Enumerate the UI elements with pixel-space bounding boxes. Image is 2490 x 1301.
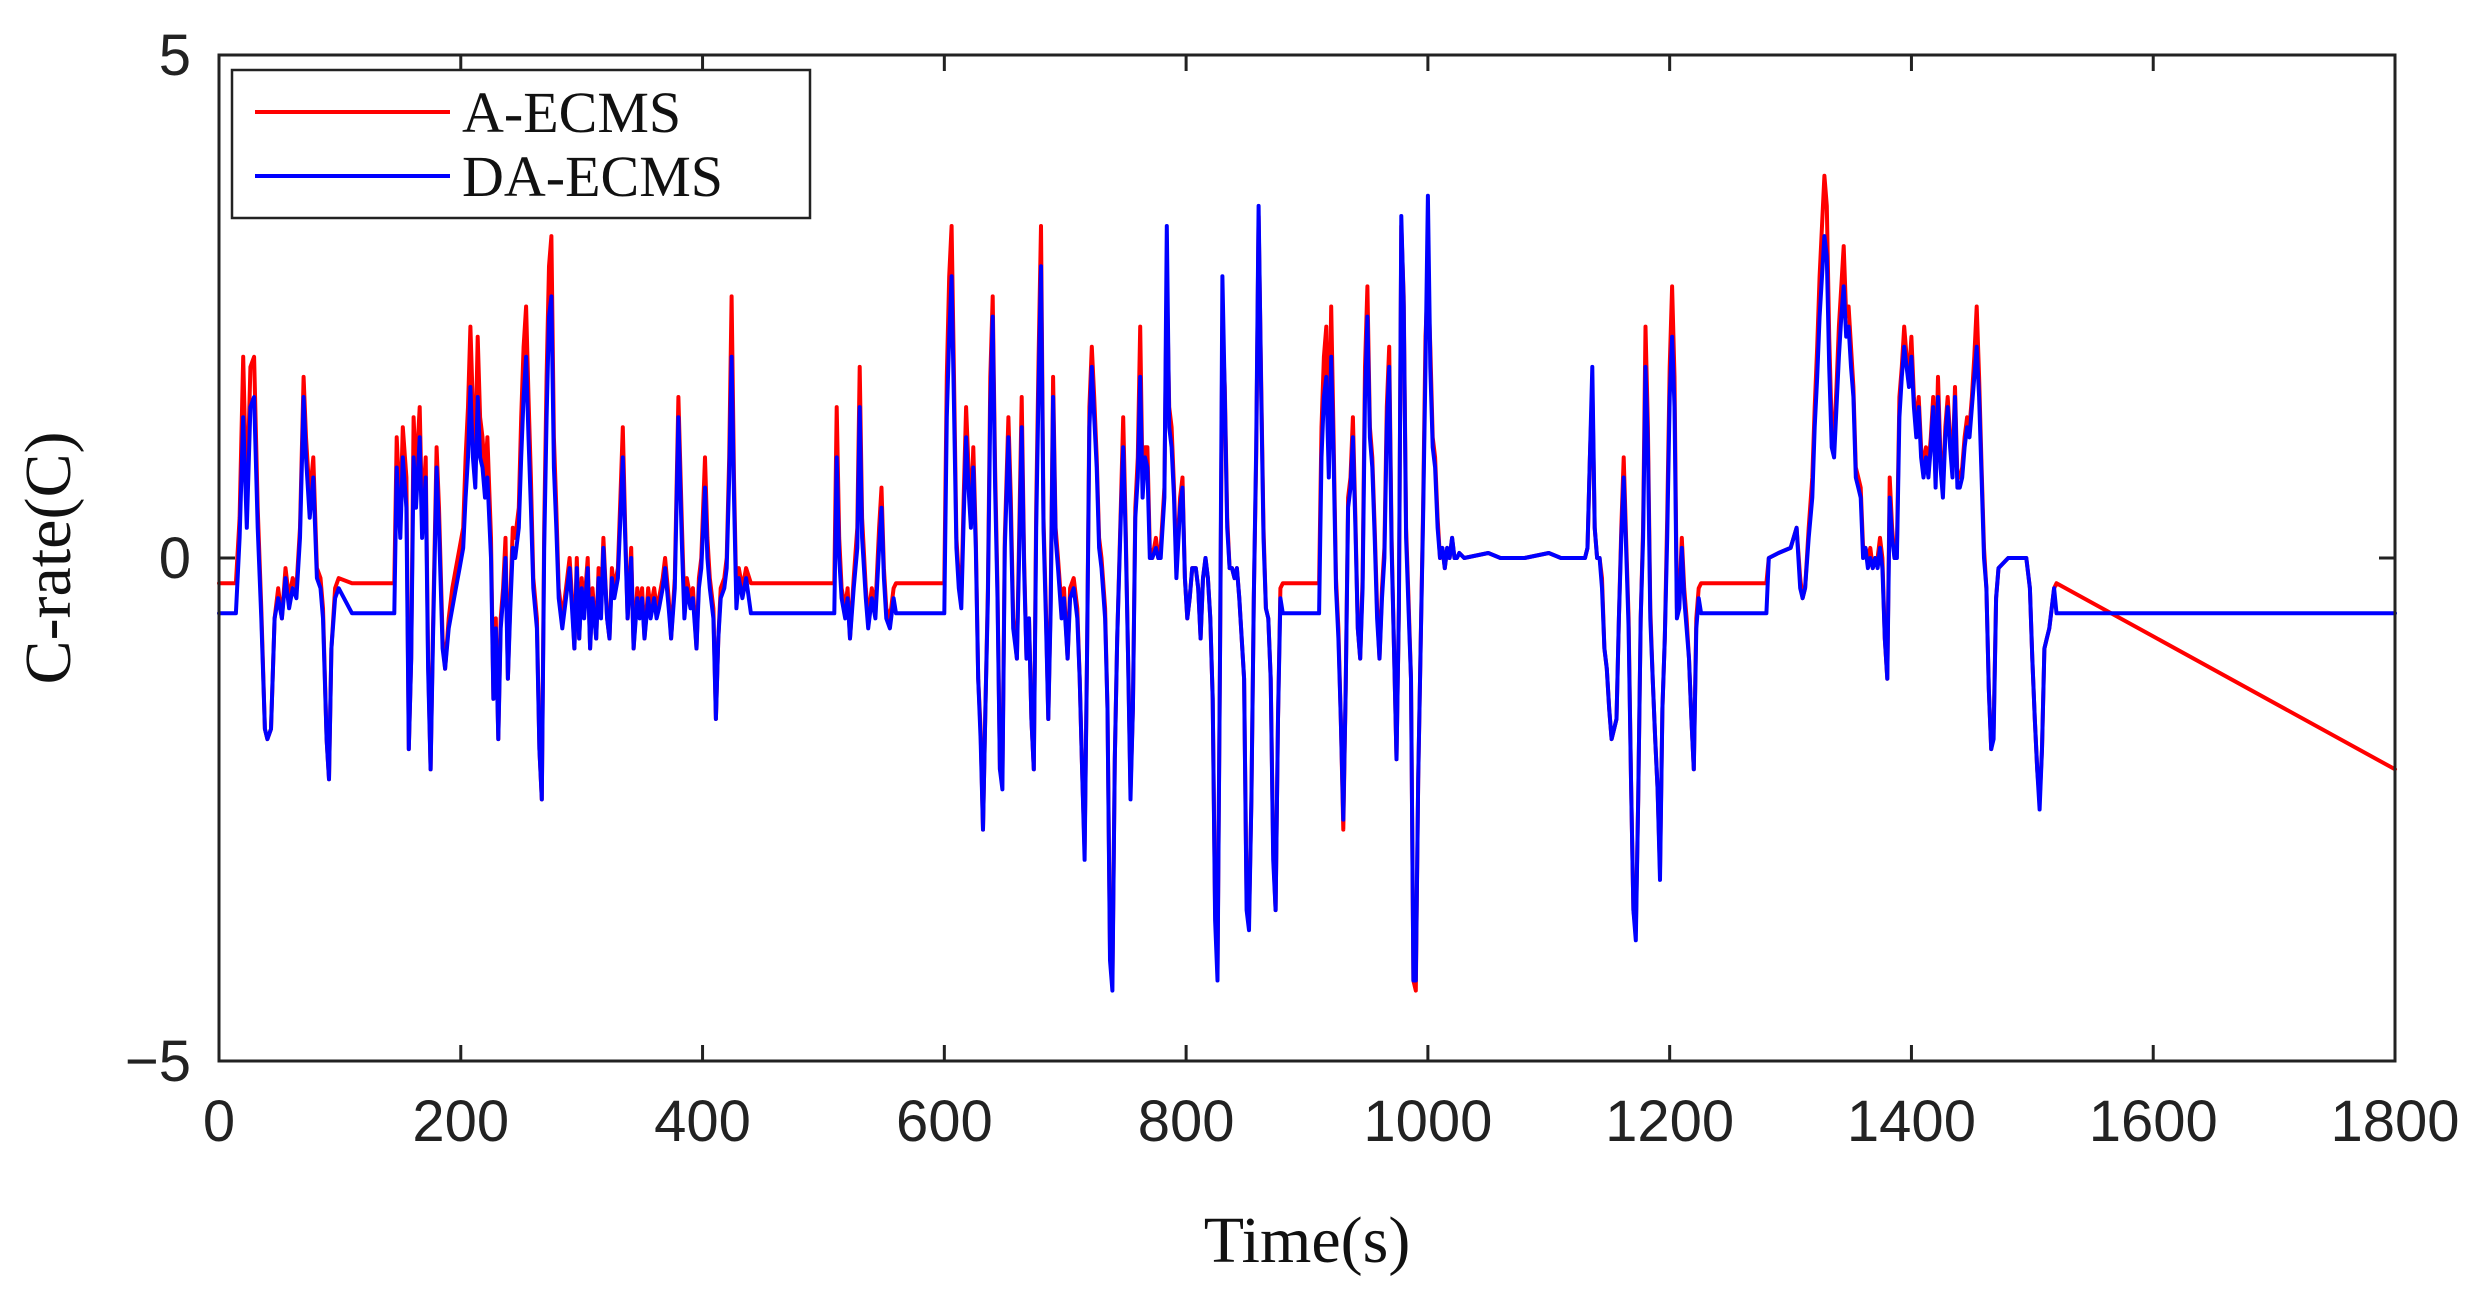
x-tick-label: 0 <box>203 1089 235 1154</box>
x-tick-label: 1600 <box>2089 1089 2218 1154</box>
legend-label-a-ecms: A-ECMS <box>462 80 681 145</box>
y-axis-title: C-rate(C) <box>12 432 85 685</box>
y-tick-label: −5 <box>125 1029 191 1094</box>
x-tick-label: 200 <box>412 1089 509 1154</box>
x-tick-label: 800 <box>1138 1089 1235 1154</box>
x-axis-title: Time(s) <box>1204 1204 1411 1277</box>
x-tick-label: 1200 <box>1605 1089 1734 1154</box>
x-tick-label: 600 <box>896 1089 993 1154</box>
legend: A-ECMS DA-ECMS <box>232 70 810 218</box>
x-tick-label: 1800 <box>2330 1089 2459 1154</box>
legend-label-da-ecms: DA-ECMS <box>462 144 723 209</box>
x-tick-label: 400 <box>654 1089 751 1154</box>
y-tick-label: 5 <box>159 23 191 88</box>
x-tick-label: 1400 <box>1847 1089 1976 1154</box>
x-tick-label: 1000 <box>1363 1089 1492 1154</box>
y-tick-label: 0 <box>159 526 191 591</box>
